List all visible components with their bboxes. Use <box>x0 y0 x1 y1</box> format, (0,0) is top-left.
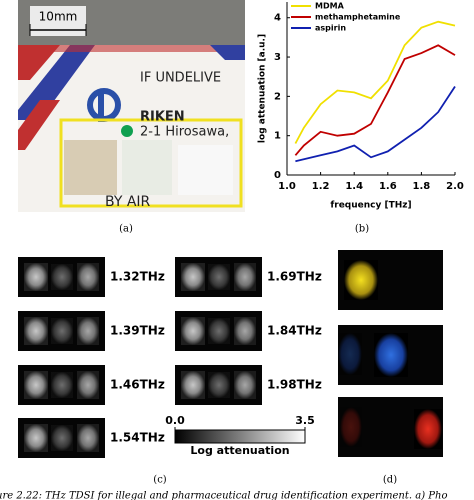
colorbar <box>174 429 306 444</box>
panel-label: (a) <box>119 224 133 235</box>
x-tick-label: 1.2 <box>312 181 330 192</box>
line-series <box>294 44 456 156</box>
y-tick-label: 4 <box>274 13 281 24</box>
sample-spot <box>24 263 48 291</box>
sample-spot <box>51 372 73 398</box>
sample-spot <box>24 424 48 452</box>
y-axis-label: log attenuation [a.u.] <box>258 34 268 143</box>
y-tick-label: 3 <box>274 52 281 63</box>
line-series <box>294 20 456 144</box>
panel-label: (c) <box>153 475 167 486</box>
x-tick-label: 1.0 <box>278 181 296 192</box>
sample-spot <box>51 425 73 451</box>
envelope-text: 2-1 Hirosawa, <box>140 125 229 140</box>
envelope-text: RIKEN <box>140 110 185 125</box>
sample-spot <box>234 263 256 291</box>
sample-spot <box>181 371 205 399</box>
sample-spot <box>208 264 230 290</box>
frequency-label: 1.54THz <box>110 431 165 445</box>
panel-label: (d) <box>383 475 397 486</box>
scale-bar-label: 10mm <box>39 10 78 24</box>
legend-label: MDMA <box>315 2 345 11</box>
x-tick-label: 1.8 <box>413 181 431 192</box>
sample-spot <box>374 333 408 377</box>
sample-spot <box>338 333 362 375</box>
x-tick-label: 1.4 <box>345 181 363 192</box>
sample-spot <box>414 409 442 449</box>
sample-spot <box>77 371 99 399</box>
frequency-label: 1.39THz <box>110 324 165 338</box>
frequency-label: 1.69THz <box>267 270 322 284</box>
x-tick-label: 2.0 <box>446 181 464 192</box>
x-tick-label: 1.6 <box>379 181 397 192</box>
sample-spot <box>234 317 256 345</box>
panel-label: (b) <box>355 224 369 235</box>
sample-spot <box>24 371 48 399</box>
sample-spot <box>208 318 230 344</box>
x-axis-label: frequency [THz] <box>330 201 411 211</box>
sample-spot <box>77 317 99 345</box>
photo <box>18 0 245 212</box>
colorbar-label: Log attenuation <box>190 444 289 457</box>
sample-spot <box>340 407 362 447</box>
frequency-label: 1.84THz <box>267 324 322 338</box>
frequency-label: 1.46THz <box>110 378 165 392</box>
frequency-label: 1.98THz <box>267 378 322 392</box>
y-tick-label: 1 <box>274 131 281 142</box>
sample-spot <box>51 264 73 290</box>
sample-spot <box>24 317 48 345</box>
sample-spot <box>234 371 256 399</box>
envelope-text: BY AIR <box>105 194 151 210</box>
sample-spot <box>51 318 73 344</box>
legend-label: aspirin <box>315 24 346 33</box>
line-series <box>295 86 456 163</box>
caption: ure 2.22: THz TDSI for illegal and pharm… <box>0 491 447 500</box>
envelope-text: IF UNDELIVE <box>140 71 221 86</box>
frequency-label: 1.32THz <box>110 270 165 284</box>
sample-spot <box>77 263 99 291</box>
colorbar-max: 3.5 <box>295 414 315 427</box>
sample-spot <box>344 260 378 300</box>
y-tick-label: 2 <box>274 91 281 102</box>
sample-spot <box>77 424 99 452</box>
sample-spot <box>181 317 205 345</box>
sample-spot <box>208 372 230 398</box>
legend-label: methamphetamine <box>315 13 401 22</box>
colorbar-min: 0.0 <box>165 414 185 427</box>
y-tick-label: 0 <box>274 170 281 181</box>
sample-spot <box>181 263 205 291</box>
